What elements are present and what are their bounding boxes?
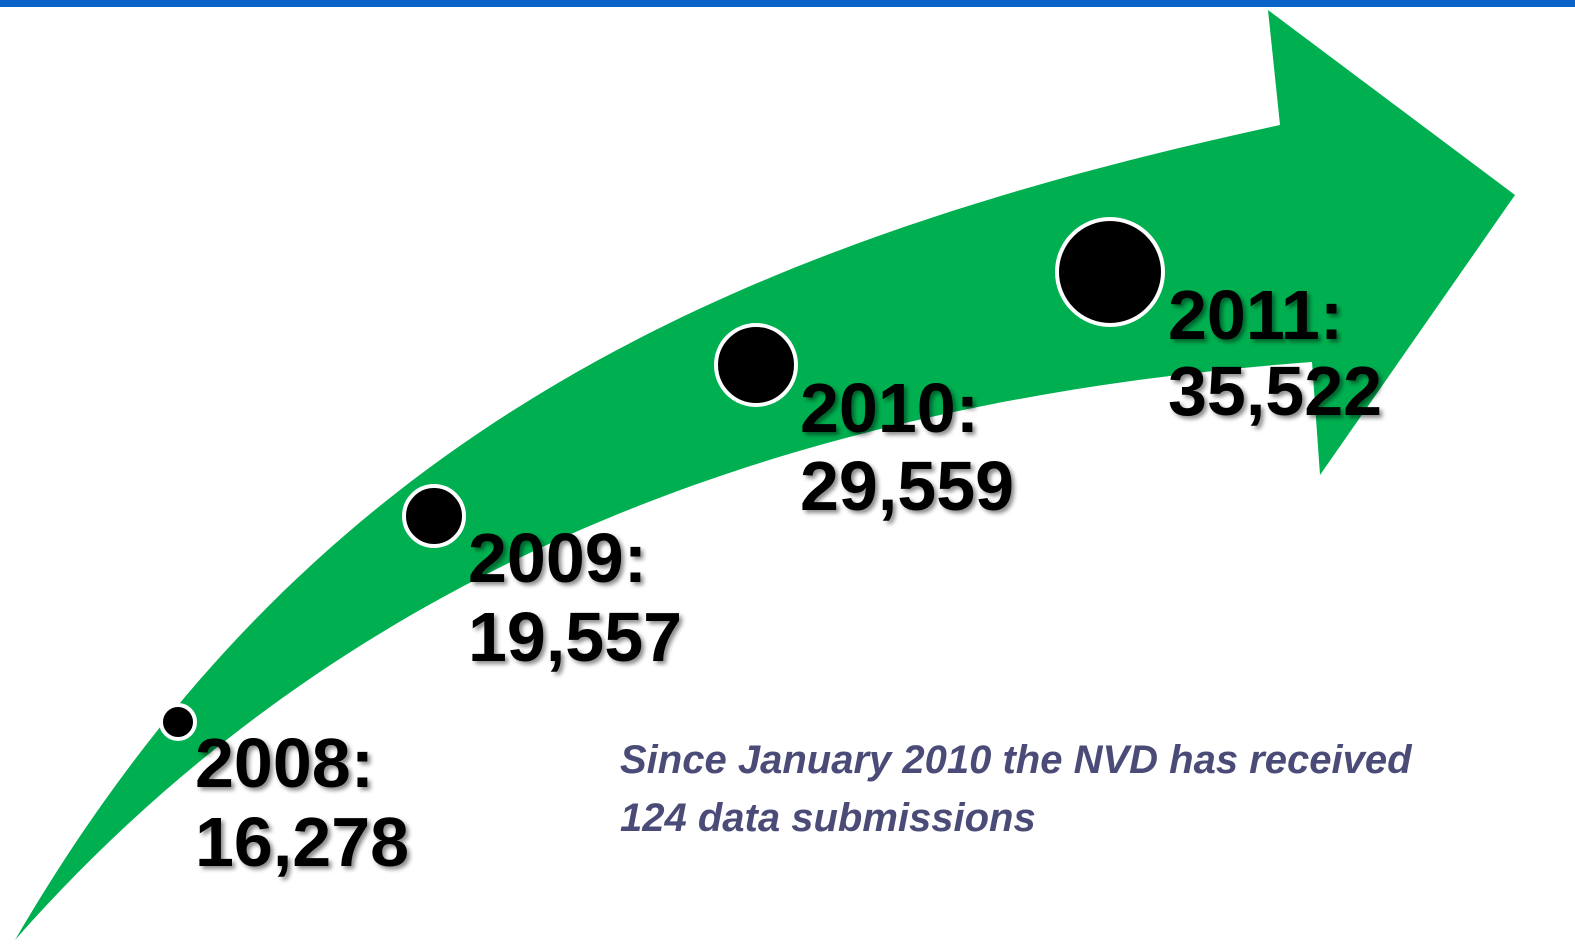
milestone-count: 35,522 [1168, 352, 1382, 430]
milestone-dot [1055, 217, 1165, 327]
milestone-year: 2010: [800, 369, 979, 447]
top-rule [0, 0, 1575, 7]
milestone-dot [714, 323, 798, 407]
milestone-year: 2009: [468, 519, 647, 597]
milestone-count: 16,278 [195, 803, 409, 881]
milestone-count: 19,557 [468, 598, 682, 676]
milestone-year: 2008: [195, 724, 374, 802]
milestone-count: 29,559 [800, 447, 1014, 525]
milestone-year: 2011: [1168, 276, 1343, 354]
milestone-dot [159, 703, 197, 741]
note-line: 124 data submissions [620, 796, 1036, 840]
milestone-dot [402, 484, 466, 548]
note-line: Since January 2010 the NVD has received [620, 738, 1413, 782]
